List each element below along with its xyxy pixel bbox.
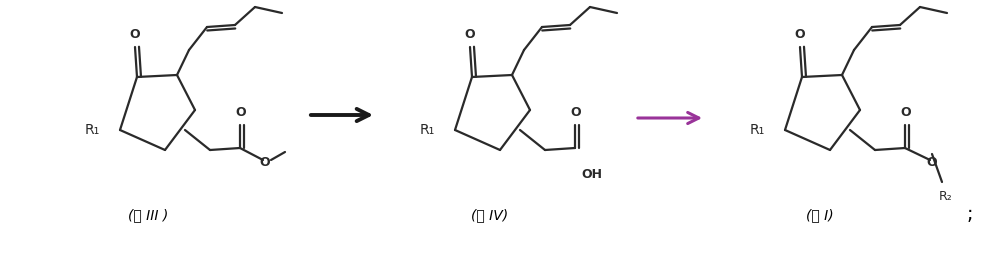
Text: O: O xyxy=(260,155,270,168)
Text: OH: OH xyxy=(582,168,602,182)
Text: O: O xyxy=(236,107,246,120)
Text: R₁: R₁ xyxy=(420,123,435,137)
Text: R₁: R₁ xyxy=(750,123,765,137)
Text: O: O xyxy=(795,29,805,41)
Text: O: O xyxy=(130,29,140,41)
Text: ;: ; xyxy=(967,206,973,225)
Text: O: O xyxy=(927,155,937,168)
Text: O: O xyxy=(465,29,475,41)
Text: O: O xyxy=(901,107,911,120)
Text: (式 IV): (式 IV) xyxy=(471,208,509,222)
Text: R₂: R₂ xyxy=(939,190,953,202)
Text: O: O xyxy=(571,107,581,120)
Text: (式 III ): (式 III ) xyxy=(128,208,168,222)
Text: (式 I): (式 I) xyxy=(806,208,834,222)
Text: R₁: R₁ xyxy=(85,123,100,137)
